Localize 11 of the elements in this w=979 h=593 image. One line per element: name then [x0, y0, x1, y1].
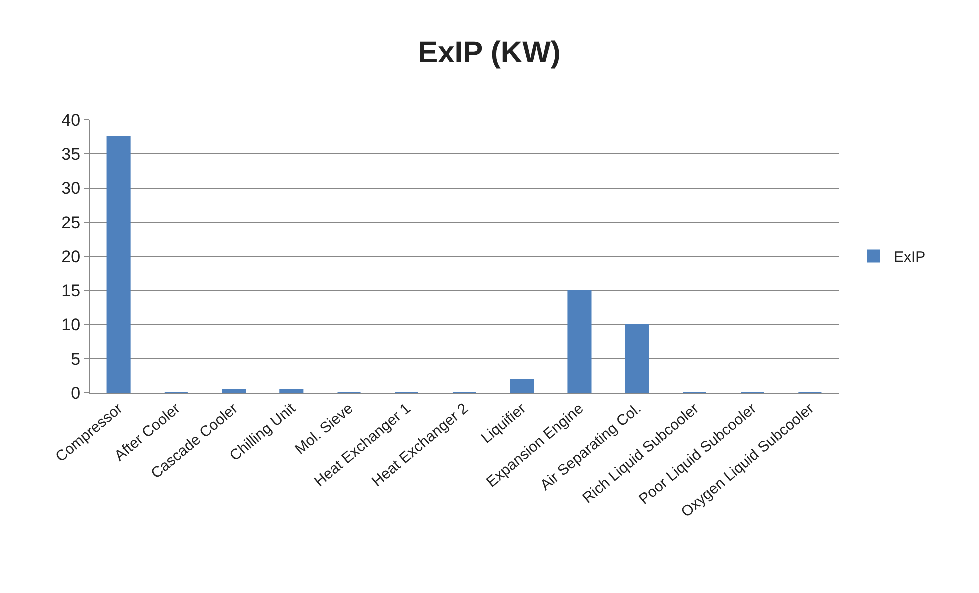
y-tick-label: 10 [62, 316, 81, 335]
y-tick-label: 20 [62, 247, 81, 266]
y-tick-label: 5 [71, 350, 81, 369]
y-tick-label: 0 [71, 384, 81, 403]
y-tick-label: 35 [62, 145, 81, 164]
y-tick-label: 15 [62, 282, 81, 301]
y-tick-label: 25 [62, 213, 81, 232]
y-tick-label: 30 [62, 179, 81, 198]
chart-title: ExIP (KW) [418, 36, 561, 70]
y-tick-label: 40 [62, 110, 81, 130]
legend-label: ExIP [894, 249, 926, 266]
